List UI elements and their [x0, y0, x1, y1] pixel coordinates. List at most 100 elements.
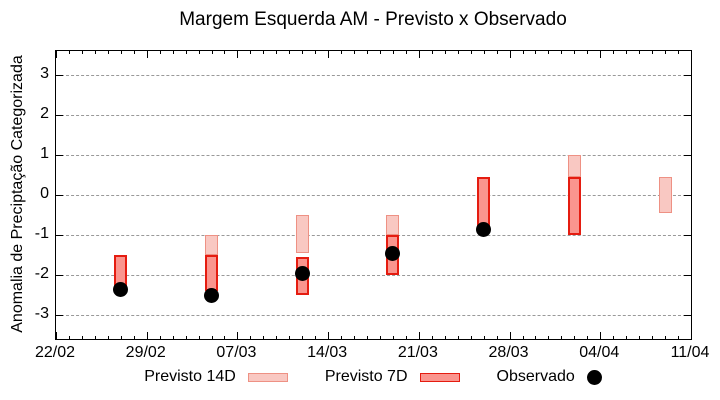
x-tick: [250, 51, 252, 54]
x-tick: [146, 51, 148, 58]
x-tick-label: 21/03: [397, 344, 438, 361]
x-tick: [457, 336, 459, 339]
x-tick: [665, 51, 667, 54]
x-tick: [405, 336, 407, 339]
bar-previsto-14d: [567, 155, 581, 177]
legend-label-previsto-14d: Previsto 14D: [144, 368, 236, 385]
y-tick-label: 0: [40, 185, 49, 202]
point-observado: [294, 265, 310, 281]
bar-previsto-14d: [205, 235, 218, 255]
x-tick: [198, 336, 200, 339]
x-tick: [237, 51, 239, 58]
x-tick: [56, 332, 57, 339]
y-tick-label: -2: [34, 265, 49, 282]
x-tick: [289, 51, 291, 54]
x-tick: [315, 51, 317, 54]
x-tick: [211, 336, 213, 339]
x-tick: [470, 336, 472, 339]
x-tick: [483, 51, 485, 54]
legend-label-observado: Observado: [496, 368, 575, 385]
x-tick: [379, 336, 381, 339]
x-tick: [457, 51, 459, 54]
x-tick: [68, 336, 70, 339]
x-tick: [496, 336, 498, 339]
x-tick: [224, 336, 226, 339]
x-tick: [133, 51, 135, 54]
y-tick: [56, 74, 63, 76]
x-tick: [509, 51, 511, 58]
x-tick: [587, 51, 589, 54]
y-tick: [684, 114, 691, 116]
x-tick: [250, 336, 252, 339]
y-tick: [56, 274, 63, 276]
x-tick: [652, 336, 654, 339]
y-tick: [56, 234, 63, 236]
x-tick: [600, 51, 602, 58]
gridline: [56, 274, 691, 276]
x-tick: [185, 51, 187, 54]
x-tick: [276, 336, 278, 339]
gridline: [56, 74, 691, 76]
legend-item-previsto-7d: Previsto 7D: [325, 368, 460, 386]
x-tick: [522, 51, 524, 54]
x-tick: [367, 336, 369, 339]
x-tick-label: 28/03: [488, 344, 529, 361]
x-tick-label: 11/04: [670, 344, 710, 361]
y-tick-label: 1: [40, 145, 49, 162]
chart-title: Margem Esquerda AM - Previsto x Observad…: [179, 9, 567, 30]
x-tick: [561, 51, 563, 54]
x-tick: [107, 51, 109, 54]
point-observado: [385, 245, 401, 261]
x-tick: [341, 336, 343, 339]
x-tick: [665, 336, 667, 339]
x-tick: [224, 51, 226, 54]
x-tick: [470, 51, 472, 54]
x-tick: [341, 51, 343, 54]
y-tick: [56, 314, 63, 316]
x-tick: [444, 336, 446, 339]
x-tick: [691, 332, 692, 339]
x-tick: [418, 332, 420, 339]
legend-swatch-previsto-14d-icon: [247, 372, 288, 382]
bar-previsto-14d: [295, 215, 309, 253]
bar-previsto-14d: [386, 215, 400, 235]
y-tick: [56, 194, 63, 196]
bar-previsto-14d: [658, 177, 672, 213]
y-tick: [684, 194, 691, 196]
x-tick: [120, 51, 122, 54]
x-tick: [522, 336, 524, 339]
point-observado: [476, 221, 492, 237]
x-tick: [613, 336, 615, 339]
x-tick: [276, 51, 278, 54]
y-tick-label: -3: [34, 305, 49, 322]
x-tick: [328, 51, 330, 58]
y-tick-label: 3: [40, 65, 49, 82]
x-tick: [392, 51, 394, 54]
x-tick: [159, 51, 161, 54]
x-tick: [211, 51, 213, 54]
x-tick: [172, 51, 174, 54]
x-tick: [626, 51, 628, 54]
bar-previsto-7d: [205, 255, 218, 291]
x-tick: [68, 51, 70, 54]
x-tick: [574, 336, 576, 339]
x-tick: [185, 336, 187, 339]
x-tick: [56, 51, 57, 58]
x-tick-label: 22/02: [34, 344, 76, 361]
x-tick: [94, 51, 96, 54]
x-tick: [483, 336, 485, 339]
y-tick: [684, 314, 691, 316]
x-tick: [81, 336, 83, 339]
x-tick: [639, 51, 641, 54]
x-tick: [302, 336, 304, 339]
x-tick: [289, 336, 291, 339]
gridline: [56, 114, 691, 116]
legend-swatch-observado-icon: [586, 369, 602, 385]
x-tick-label: 04/04: [579, 344, 620, 361]
y-tick: [684, 154, 691, 156]
y-tick: [56, 114, 63, 116]
gridline: [56, 234, 691, 236]
x-tick: [133, 336, 135, 339]
x-tick: [678, 336, 680, 339]
x-tick: [302, 51, 304, 54]
